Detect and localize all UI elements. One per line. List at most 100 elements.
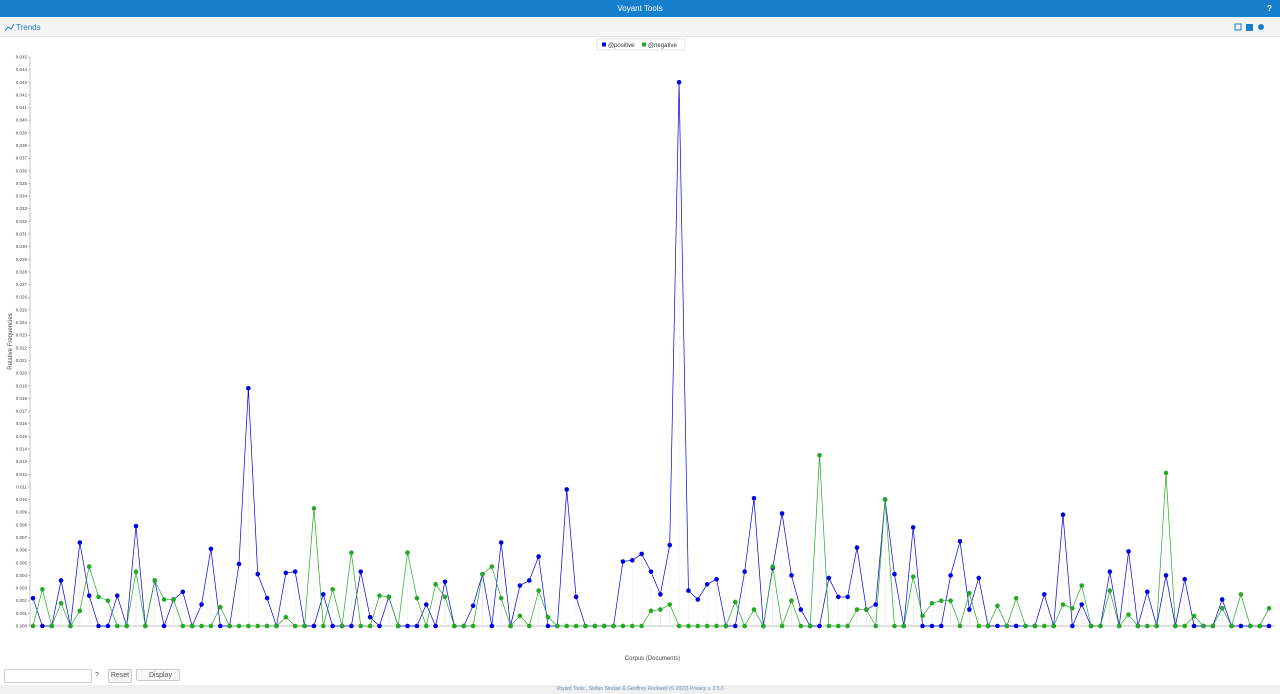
data-point — [470, 603, 476, 609]
data-point — [320, 623, 326, 629]
data-point — [1051, 623, 1056, 629]
data-point — [545, 623, 551, 629]
data-point — [648, 608, 654, 614]
data-point — [639, 551, 644, 557]
data-point — [1191, 623, 1197, 629]
display-button[interactable]: Display — [136, 669, 180, 681]
help-button[interactable]: ? — [1267, 4, 1272, 13]
toolbar-help[interactable]: ? — [95, 672, 99, 679]
data-point — [892, 623, 897, 629]
data-point — [910, 525, 916, 530]
data-point — [611, 623, 616, 629]
data-point — [143, 623, 148, 629]
data-point — [274, 623, 279, 629]
data-point — [1238, 592, 1244, 597]
y-tick-label: 0.017 — [16, 409, 28, 414]
data-point — [564, 623, 570, 629]
data-point — [1144, 623, 1150, 629]
reset-button[interactable]: Reset — [108, 669, 132, 683]
data-point — [1107, 588, 1113, 593]
panel-header: Trends — [0, 18, 1280, 37]
data-point — [1079, 583, 1085, 588]
chart: 0.000 0.001 0.002 0.003 0.004 0.005 0.006 0.007… — [8, 38, 1275, 662]
data-point — [1098, 623, 1103, 629]
data-point — [227, 623, 232, 629]
y-tick-label: 0.008 — [16, 522, 28, 527]
data-point — [395, 623, 401, 629]
data-point — [349, 550, 354, 555]
data-point — [30, 595, 36, 601]
data-point — [77, 608, 83, 614]
data-point — [854, 545, 860, 550]
data-point — [789, 598, 794, 604]
data-point — [433, 581, 438, 587]
data-point — [901, 623, 907, 629]
data-point — [414, 595, 420, 601]
data-point — [246, 623, 251, 629]
data-point — [854, 607, 860, 612]
data-point — [985, 623, 991, 629]
data-point — [461, 623, 467, 629]
data-point — [967, 590, 972, 596]
data-point — [1191, 613, 1197, 619]
data-point — [526, 623, 532, 629]
data-point — [676, 623, 682, 629]
data-point — [714, 576, 719, 582]
data-point — [255, 571, 261, 577]
data-point — [339, 623, 345, 629]
data-point — [208, 546, 214, 552]
data-point — [751, 495, 757, 501]
data-point — [779, 511, 785, 516]
y-tick-label: 0.043 — [16, 80, 28, 85]
data-point — [292, 569, 298, 574]
data-point — [807, 623, 813, 629]
data-point — [1013, 623, 1019, 629]
panel-tools[interactable] — [1234, 23, 1274, 33]
data-point — [161, 597, 167, 602]
data-point — [910, 574, 916, 579]
data-point — [489, 623, 495, 629]
y-tick-label: 0.025 — [16, 307, 28, 312]
trends-icon — [5, 24, 15, 32]
legend-box — [596, 38, 686, 51]
legend-label: @negative — [648, 43, 677, 49]
y-tick-label: 0.034 — [16, 194, 28, 199]
y-tick-label: 0.000 — [16, 624, 28, 629]
data-point — [770, 564, 776, 569]
data-point — [583, 623, 588, 629]
data-point — [798, 607, 804, 612]
y-tick-label: 0.020 — [16, 371, 28, 376]
y-tick-label: 0.003 — [16, 586, 28, 591]
data-point — [620, 559, 626, 564]
data-point — [995, 603, 1000, 609]
y-tick-label: 0.011 — [16, 484, 27, 489]
data-point — [723, 623, 729, 629]
y-tick-label: 0.013 — [16, 459, 28, 464]
data-point — [686, 588, 691, 593]
data-point — [864, 607, 869, 612]
data-point — [40, 587, 45, 592]
data-point — [133, 523, 139, 529]
data-point — [1126, 549, 1131, 554]
data-point — [171, 597, 176, 602]
data-point — [892, 571, 897, 577]
data-point — [1060, 602, 1066, 607]
data-point — [667, 542, 673, 548]
y-tick-label: 0.039 — [16, 130, 28, 135]
data-point — [199, 602, 204, 607]
y-tick-label: 0.033 — [16, 206, 28, 211]
data-point — [564, 487, 570, 492]
y-tick-label: 0.005 — [16, 560, 28, 565]
data-point — [573, 594, 579, 600]
data-point — [255, 623, 261, 629]
data-point — [217, 623, 223, 629]
data-point — [246, 385, 251, 391]
data-point — [1116, 623, 1122, 629]
data-point — [1219, 605, 1225, 611]
data-point — [433, 623, 438, 629]
x-axis-label: Corpus (Documents) — [625, 656, 680, 662]
data-point — [405, 550, 410, 555]
y-tick-label: 0.016 — [16, 421, 28, 426]
data-point — [283, 570, 289, 576]
search-field[interactable] — [4, 669, 92, 683]
